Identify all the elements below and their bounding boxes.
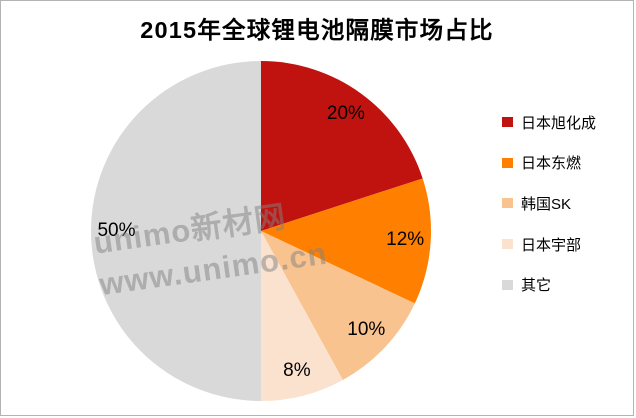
svg-text:10%: 10% [347, 319, 385, 340]
svg-text:8%: 8% [283, 360, 311, 381]
svg-text:50%: 50% [97, 220, 135, 241]
svg-text:12%: 12% [386, 229, 424, 250]
svg-text:20%: 20% [327, 103, 365, 124]
